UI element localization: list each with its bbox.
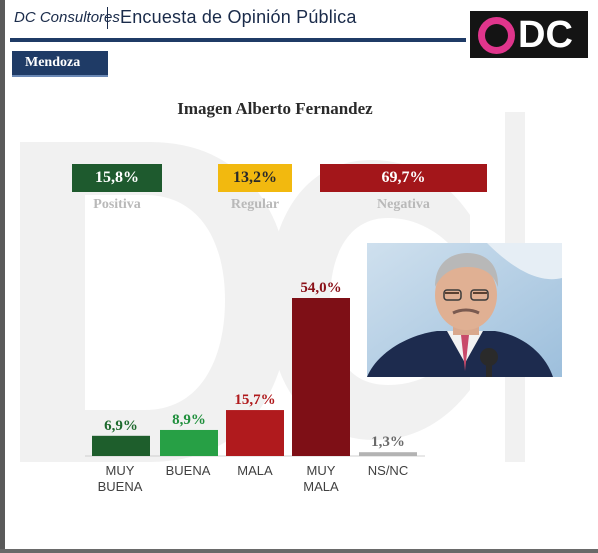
- category-label-line: BUENA: [165, 463, 211, 478]
- header-divider: [107, 7, 108, 29]
- summary-negative-box: 69,7%: [320, 164, 487, 192]
- bar-ns-nc: [359, 452, 417, 456]
- logo-ring-icon: [478, 17, 515, 54]
- header-title: Encuesta de Opinión Pública: [120, 7, 357, 27]
- summary-positive-box: 15,8%: [72, 164, 162, 192]
- bar-buena: [160, 429, 218, 456]
- odc-logo: DC: [470, 11, 588, 58]
- bar-muy-mala: [292, 298, 350, 456]
- category-label-ns-nc: NS/NC: [353, 463, 423, 479]
- summary-negative-value: 69,7%: [381, 169, 426, 186]
- category-label-mala: MALA: [220, 463, 290, 479]
- region-tag: Mendoza: [12, 51, 108, 77]
- category-label-line: MALA: [237, 463, 273, 478]
- data-label-muy-buena: 6,9%: [104, 418, 138, 434]
- bar-mala: [226, 410, 284, 456]
- region-label: Mendoza: [25, 55, 81, 70]
- summary-regular-value: 13,2%: [233, 169, 277, 186]
- bar-muy-buena: [92, 435, 150, 456]
- data-label-mala: 15,7%: [234, 392, 275, 408]
- category-label-line: MUY: [306, 463, 336, 478]
- category-label-muy-mala: MUY MALA: [286, 463, 356, 495]
- category-label-buena: BUENA: [153, 463, 223, 479]
- window-edge-bottom: [0, 549, 598, 553]
- data-label-ns-nc: 1,3%: [371, 434, 405, 450]
- summary-regular-box: 13,2%: [218, 164, 292, 192]
- summary-positive-value: 15,8%: [95, 169, 139, 186]
- chart-title: Imagen Alberto Fernandez: [177, 99, 373, 118]
- logo-text: DC: [518, 14, 573, 56]
- category-label-line: NS/NC: [367, 463, 409, 478]
- summary-negative-label: Negativa: [377, 197, 430, 212]
- summary-positive-label: Positiva: [93, 197, 141, 212]
- header-rule: [10, 38, 466, 42]
- category-label-line: MUY: [105, 463, 135, 478]
- window-edge-left: [0, 0, 5, 553]
- category-label-muy-buena: MUY BUENA: [85, 463, 155, 495]
- category-label-line: BUENA: [97, 479, 143, 494]
- category-label-line: MALA: [303, 479, 339, 494]
- brand-name: DC Consultores: [14, 9, 120, 26]
- data-label-muy-mala: 54,0%: [300, 280, 341, 296]
- data-label-buena: 8,9%: [172, 412, 206, 428]
- summary-regular-label: Regular: [230, 197, 280, 212]
- person-photo: [367, 243, 562, 377]
